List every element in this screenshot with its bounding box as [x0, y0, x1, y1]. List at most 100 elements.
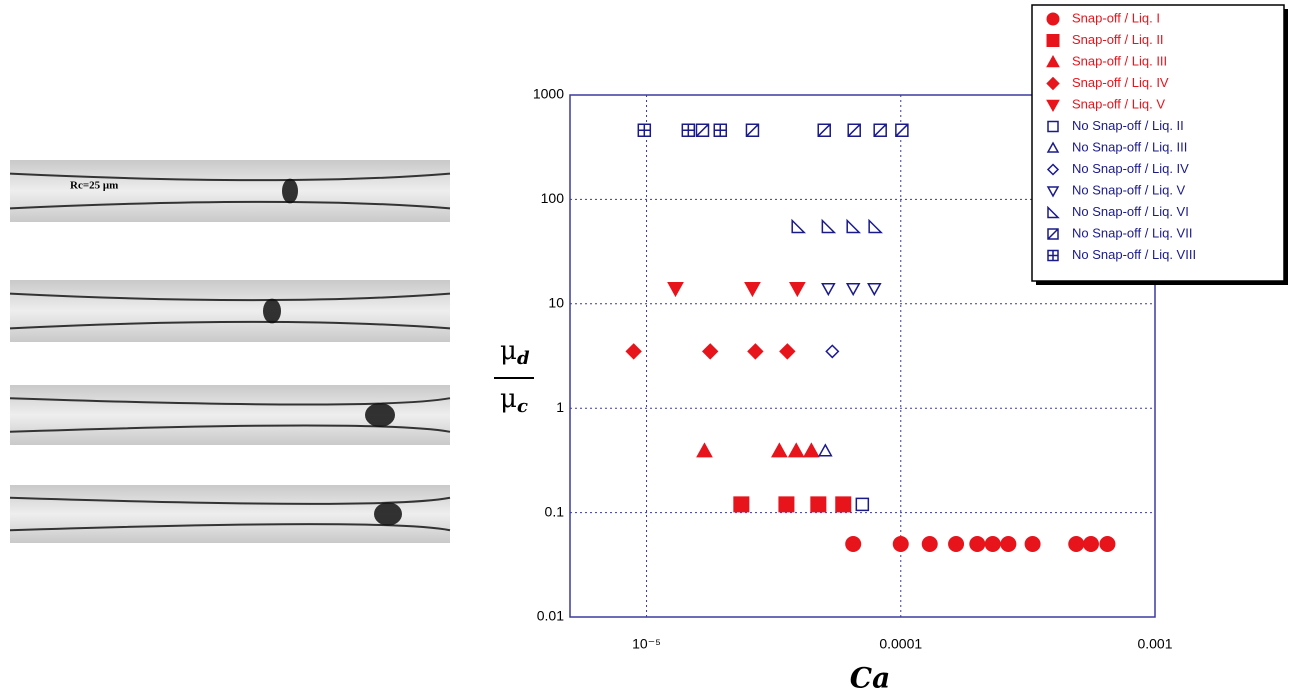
channel-wall: [9, 292, 451, 302]
data-point: [778, 496, 795, 513]
data-point: [696, 442, 713, 458]
legend-marker: [1046, 99, 1060, 113]
legend-label: No Snap-off / Liq. VIII: [1072, 247, 1196, 262]
data-point: [873, 123, 887, 137]
image-strip: [10, 280, 450, 342]
data-point: [695, 123, 710, 137]
legend-marker: [1046, 186, 1060, 198]
y-tick-label: 100: [541, 190, 565, 206]
x-axis-label: Ca: [850, 662, 890, 695]
legend-label: Snap-off / Liq. IV: [1072, 75, 1169, 90]
legend-marker: [1046, 141, 1060, 153]
microscope-images: [9, 160, 451, 543]
data-point: [821, 218, 837, 234]
data-point: [667, 282, 684, 298]
data-point: [895, 123, 909, 137]
channel-wall: [9, 320, 451, 330]
y-axis-label: μ dμ c: [494, 336, 534, 417]
legend-label: Snap-off / Liq. I: [1072, 10, 1160, 25]
data-point: [810, 496, 827, 513]
data-point: [984, 536, 1001, 552]
legend-label: No Snap-off / Liq. III: [1072, 139, 1187, 154]
channel-wall: [9, 496, 451, 505]
data-point: [745, 123, 760, 137]
y-label-subscript: d: [517, 348, 530, 369]
data-point: [1068, 536, 1085, 552]
y-tick-label: 0.1: [545, 503, 565, 519]
legend-marker: [1047, 249, 1059, 262]
data-point: [1099, 536, 1116, 552]
legend-marker: [1046, 12, 1060, 26]
channel-wall: [9, 397, 451, 406]
channel-wall: [9, 523, 451, 532]
legend-label: No Snap-off / Liq. VI: [1072, 204, 1189, 219]
data-point: [868, 218, 883, 234]
legend-label: Snap-off / Liq. II: [1072, 32, 1164, 47]
legend-label: No Snap-off / Liq. VII: [1072, 225, 1192, 240]
legend-marker: [1046, 54, 1060, 68]
data-point: [845, 282, 861, 297]
scale-label: Rc=25 μm: [70, 180, 118, 192]
data-point: [818, 443, 833, 457]
data-point: [744, 282, 761, 298]
droplet-neck: [374, 502, 402, 526]
data-point: [787, 442, 805, 458]
data-point: [791, 218, 807, 234]
legend-marker: [1047, 205, 1060, 219]
data-point: [625, 343, 642, 360]
y-tick-label: 1000: [533, 86, 564, 102]
legend-label: Snap-off / Liq. V: [1072, 96, 1165, 111]
data-point: [779, 343, 796, 360]
legend-box: [1031, 4, 1285, 282]
data-point: [846, 218, 862, 234]
legend-label: No Snap-off / Liq. V: [1072, 182, 1186, 197]
y-tick-label: 0.01: [537, 608, 564, 624]
legend-marker: [1047, 120, 1059, 133]
droplet-neck: [263, 298, 281, 324]
data-point: [681, 123, 696, 137]
data-point: [845, 536, 862, 552]
data-point: [1000, 536, 1017, 552]
legend-marker: [1046, 34, 1060, 47]
data-point: [733, 496, 750, 513]
channel-wall: [9, 200, 451, 210]
channel-wall: [9, 424, 451, 433]
x-tick-label: 0.0001: [879, 636, 922, 652]
data-point: [1024, 536, 1041, 552]
data-point: [867, 282, 882, 297]
data-point: [847, 123, 861, 137]
droplet-neck: [282, 178, 298, 204]
data-point: [969, 536, 986, 552]
data-point: [713, 123, 728, 137]
data-point: [1082, 536, 1099, 552]
legend: Snap-off / Liq. I Snap-off / Liq. II Snap-…: [1031, 4, 1288, 285]
data-point: [803, 442, 820, 458]
x-tick-label: 10⁻⁵: [632, 636, 661, 652]
droplet-neck: [365, 403, 395, 427]
legend-label: No Snap-off / Liq. II: [1072, 118, 1184, 133]
x-tick-label: 0.001: [1137, 636, 1172, 652]
data-point: [821, 282, 836, 297]
legend-label: No Snap-off / Liq. IV: [1072, 161, 1189, 176]
data-point: [855, 497, 870, 512]
y-tick-label: 10: [548, 295, 564, 311]
image-strip: [10, 160, 450, 222]
y-label-subscript: c: [517, 396, 528, 417]
channel-wall: [9, 172, 451, 182]
y-label-symbol: μ: [500, 384, 517, 414]
data-point: [892, 536, 909, 552]
y-tick-label: 1: [556, 399, 564, 415]
data-point: [825, 344, 840, 359]
data-point: [948, 536, 965, 552]
legend-marker: [1046, 163, 1060, 176]
data-point: [771, 442, 788, 458]
legend-label: Snap-off / Liq. III: [1072, 53, 1167, 68]
data-point: [921, 536, 938, 552]
legend-marker: [1046, 76, 1060, 91]
data-point: [747, 343, 764, 360]
y-label-symbol: μ: [500, 336, 517, 366]
data-point: [835, 496, 852, 513]
data-point: [789, 282, 806, 298]
legend-marker: [1047, 228, 1059, 240]
